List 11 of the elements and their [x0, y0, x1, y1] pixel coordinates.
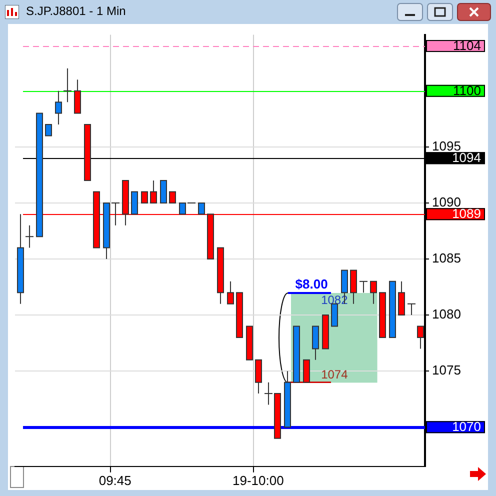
- ref-line-label: 1100: [453, 82, 481, 98]
- y-tick-label: 1080: [432, 306, 461, 322]
- band-label: $8.00: [295, 276, 328, 292]
- y-tick-label: 1075: [432, 362, 461, 378]
- x-tick-label: 19-10:00: [232, 472, 284, 488]
- annotation: 1074: [321, 368, 348, 382]
- y-tick-label: 1085: [432, 250, 461, 266]
- x-tick-label: 09:45: [98, 472, 132, 488]
- ref-line-label: 1104: [453, 38, 481, 54]
- ref-line-label: 1070: [452, 419, 481, 434]
- chart-title: S.JP.J8801 - 1 Min: [26, 4, 126, 18]
